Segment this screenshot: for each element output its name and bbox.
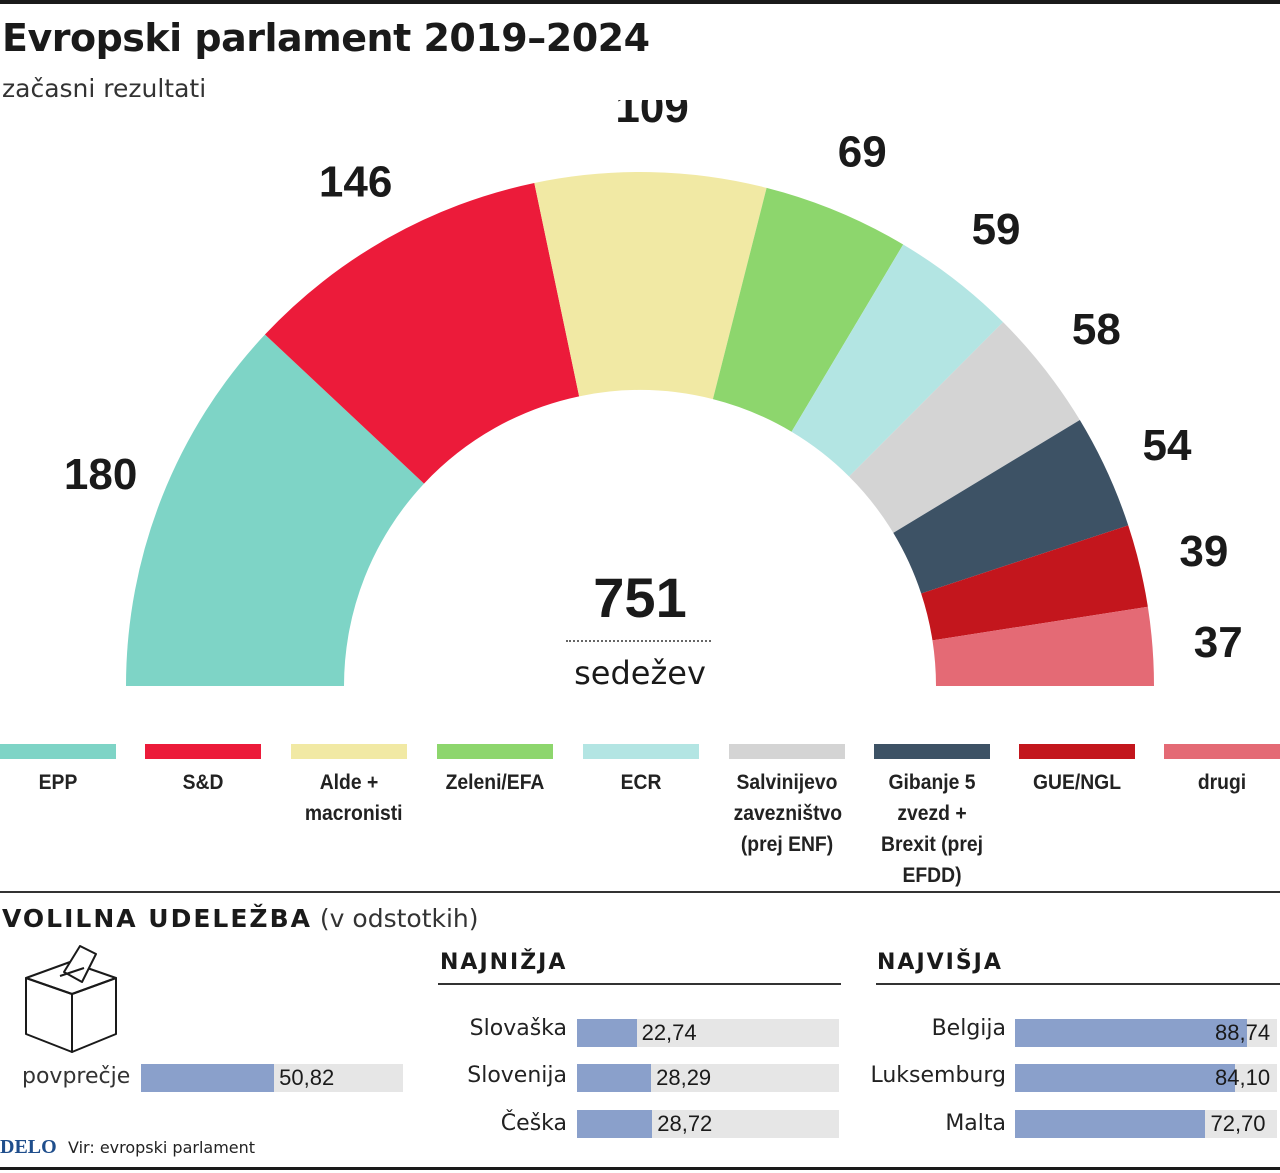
lowest-bar-0: 22,74 — [577, 1019, 839, 1047]
average-value: 50,82 — [279, 1065, 335, 1090]
country-label: Malta — [945, 1111, 1006, 1136]
legend-swatch — [583, 744, 699, 759]
legend-swatch — [0, 744, 116, 759]
seat-label-8: 37 — [1194, 618, 1243, 667]
country-label: Češka — [500, 1111, 567, 1136]
legend-item-gue: GUE/NGL — [1019, 744, 1135, 798]
highest-bar-0: 88,74 — [1015, 1019, 1277, 1047]
ballot-box-icon — [25, 945, 117, 1053]
seat-segment-2 — [534, 172, 767, 400]
bar-value: 88,74 — [1215, 1020, 1271, 1045]
country-label: Belgija — [931, 1016, 1006, 1041]
bar-fill — [577, 1019, 637, 1047]
seat-label-5: 58 — [1072, 305, 1121, 354]
bar-value: 84,10 — [1215, 1065, 1271, 1090]
average-label: povprečje — [22, 1064, 131, 1089]
highest-heading: NAJVIŠJA — [877, 950, 1003, 975]
turnout-title: VOLILNA UDELEŽBA — [2, 904, 312, 933]
legend-swatch — [145, 744, 261, 759]
legend-item-epp: EPP — [0, 744, 116, 798]
seat-label-0: 180 — [64, 450, 137, 499]
legend-label: GUE/NGL — [1032, 771, 1122, 794]
source-note: Vir: evropski parlament — [68, 1138, 256, 1157]
turnout-heading: VOLILNA UDELEŽBA (v odstotkih) — [2, 904, 479, 933]
legend-label: S&D — [182, 771, 224, 794]
seat-segment-7 — [921, 525, 1148, 641]
turnout-unit: (v odstotkih) — [319, 904, 479, 933]
seat-label-2: 109 — [615, 100, 688, 132]
legend-swatch — [437, 744, 553, 759]
legend-swatch — [1164, 744, 1280, 759]
bar-fill — [1015, 1110, 1206, 1138]
legend-item-salvini: Salvinijevo zavezništvo (prej ENF) — [729, 744, 845, 860]
seat-segment-0 — [126, 334, 425, 686]
bar-fill — [1015, 1019, 1248, 1047]
bottom-rule — [0, 1167, 1280, 1170]
average-bar-fill — [141, 1064, 275, 1092]
legend-item-others: drugi — [1164, 744, 1280, 798]
legend-label: Zeleni/EFA — [445, 771, 545, 794]
seat-label-4: 59 — [972, 205, 1021, 254]
legend-item-alde: Alde + macronisti — [291, 744, 407, 829]
country-label: Slovaška — [469, 1016, 567, 1041]
seat-segment-3 — [712, 187, 904, 432]
country-label: Slovenija — [467, 1063, 567, 1088]
highest-bar-1: 84,10 — [1015, 1064, 1277, 1092]
legend-label: ECR — [620, 771, 662, 794]
legend-item-ecr: ECR — [583, 744, 699, 798]
seat-label-3: 69 — [838, 127, 887, 176]
legend-swatch — [1019, 744, 1135, 759]
section-divider — [0, 891, 1280, 893]
legend-label: EPP — [38, 771, 78, 794]
bar-value: 72,70 — [1210, 1111, 1266, 1136]
seat-segment-1 — [264, 182, 580, 484]
highest-rule — [876, 983, 1280, 985]
legend-swatch — [729, 744, 845, 759]
top-rule — [0, 0, 1280, 4]
delo-logo: DELO — [0, 1136, 57, 1158]
seat-label-7: 39 — [1179, 527, 1228, 576]
bar-fill — [577, 1064, 652, 1092]
legend-item-greens: Zeleni/EFA — [437, 744, 553, 798]
bar-value: 28,29 — [656, 1065, 712, 1090]
seat-segment-4 — [791, 244, 1004, 477]
average-bar: 50,82 — [141, 1064, 403, 1092]
seat-segment-5 — [849, 322, 1080, 533]
total-divider — [566, 640, 711, 642]
legend-label: drugi — [1197, 771, 1247, 794]
seat-segment-8 — [932, 606, 1154, 686]
total-seats-label: sedežev — [574, 654, 706, 692]
page-title: Evropski parlament 2019–2024 — [2, 16, 650, 60]
legend-label: Gibanje 5 zvezd + Brexit (prej EFDD) — [880, 771, 984, 887]
seat-label-6: 54 — [1143, 421, 1192, 470]
legend-item-m5s-brexit: Gibanje 5 zvezd + Brexit (prej EFDD) — [874, 744, 990, 891]
highest-bar-2: 72,70 — [1015, 1110, 1277, 1138]
bar-value: 28,72 — [657, 1111, 713, 1136]
lowest-bar-1: 28,29 — [577, 1064, 839, 1092]
lowest-rule — [438, 983, 841, 985]
bar-fill — [577, 1110, 653, 1138]
legend-item-sd: S&D — [145, 744, 261, 798]
page-subtitle: začasni rezultati — [2, 74, 207, 103]
lowest-bar-2: 28,72 — [577, 1110, 839, 1138]
total-seats-value: 751 — [593, 566, 687, 629]
seat-segment-6 — [893, 420, 1129, 594]
hemicycle-chart: 180 146 109 69 59 58 54 39 37 — [64, 100, 1243, 686]
legend-swatch — [291, 744, 407, 759]
seat-label-1: 146 — [319, 158, 392, 207]
legend-label: Alde + macronisti — [304, 771, 403, 825]
bar-fill — [1015, 1064, 1236, 1092]
bar-value: 22,74 — [641, 1020, 697, 1045]
lowest-heading: NAJNIŽJA — [440, 950, 568, 975]
legend-label: Salvinijevo zavezništvo (prej ENF) — [733, 771, 843, 856]
legend: EPP S&D Alde + macronisti Zeleni/EFA ECR… — [0, 744, 1280, 887]
country-label: Luksemburg — [870, 1063, 1006, 1088]
legend-swatch — [874, 744, 990, 759]
